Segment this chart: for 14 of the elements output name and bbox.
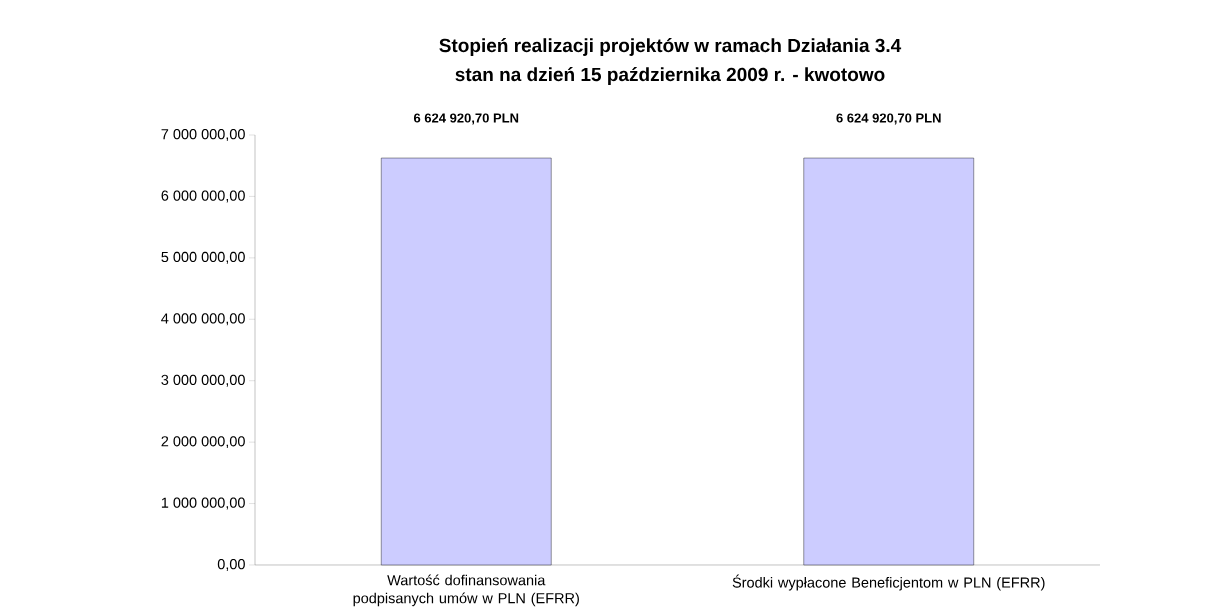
y-tick-label: 3 000 000,00 <box>161 374 245 387</box>
y-tick-label: 0,00 <box>217 559 245 572</box>
x-tick-label: Środki wypłacone Beneficjentom w PLN (EFRR) <box>732 574 1045 591</box>
data-label: 6 624 920,70 PLN <box>413 113 519 125</box>
y-tick-label: 7 000 000,00 <box>161 129 245 142</box>
data-label: 6 624 920,70 PLN <box>836 113 941 125</box>
y-tick-label: 4 000 000,00 <box>161 313 245 326</box>
x-tick-label: Wartość dofinansowania podpisanych umów w PLN (EFRR) <box>353 574 579 607</box>
y-tick-label: 2 000 000,00 <box>161 436 245 449</box>
y-tick-label: 6 000 000,00 <box>161 190 245 203</box>
y-tick-label: 1 000 000,00 <box>161 497 245 510</box>
y-tick-label: 5 000 000,00 <box>161 252 245 265</box>
chart-title: Stopień realizacji projektów w ramach Działania 3.4 <box>439 38 902 57</box>
chart-subtitle: stan na dzień 15 października 2009 r. - kwotowo <box>455 67 885 86</box>
